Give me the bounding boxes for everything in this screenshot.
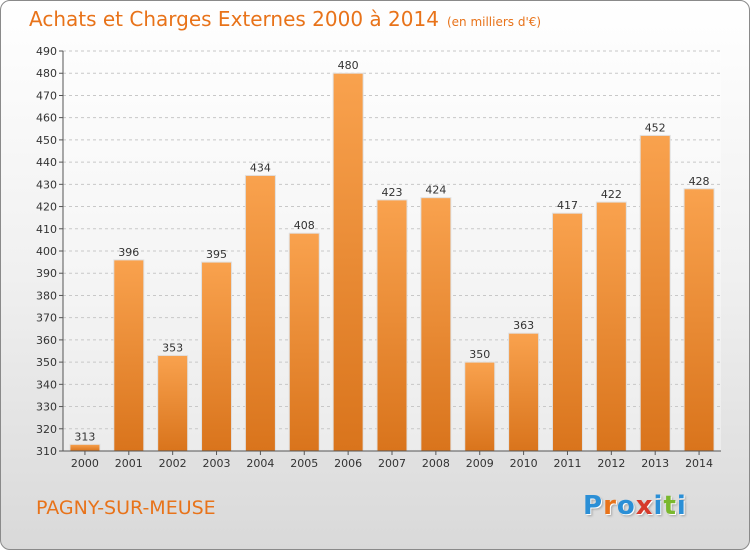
logo-letter: i	[653, 491, 664, 521]
logo-letter: P	[583, 491, 604, 521]
y-tick-label: 480	[36, 67, 57, 80]
data-label: 363	[513, 319, 534, 332]
x-tick-label: 2000	[71, 457, 99, 470]
y-tick-label: 330	[36, 401, 57, 414]
y-tick-label: 440	[36, 156, 57, 169]
x-tick-label: 2010	[510, 457, 538, 470]
x-tick-label: 2014	[685, 457, 713, 470]
place-name: PAGNY-SUR-MEUSE	[36, 497, 216, 519]
y-tick-label: 390	[36, 267, 57, 280]
y-tick-label: 400	[36, 245, 57, 258]
x-tick-label: 2007	[378, 457, 406, 470]
y-tick-label: 380	[36, 289, 57, 302]
y-tick-label: 460	[36, 112, 57, 125]
x-tick-label: 2011	[553, 457, 581, 470]
bar	[420, 197, 452, 452]
bar	[201, 261, 233, 452]
y-tick-label: 340	[36, 378, 57, 391]
y-tick-label: 360	[36, 334, 57, 347]
chart-title-text: Achats et Charges Externes 2000 à 2014	[29, 7, 439, 31]
data-label: 396	[118, 246, 139, 259]
data-label: 417	[557, 199, 578, 212]
proxiti-logo: Proxiti	[583, 491, 687, 521]
data-label: 422	[601, 188, 622, 201]
axes: 310 320 330 340 350 360 370 380 390 400 410 420 430 4…	[36, 45, 721, 470]
x-tick-label: 2008	[422, 457, 450, 470]
y-tick-label: 370	[36, 312, 57, 325]
x-tick-label: 2005	[290, 457, 318, 470]
x-tick-label: 2013	[641, 457, 669, 470]
bar	[113, 259, 145, 452]
x-tick-label: 2009	[466, 457, 494, 470]
chart-unit: (en milliers d'€)	[446, 15, 542, 29]
chart-title: Achats et Charges Externes 2000 à 2014 (e…	[29, 7, 541, 31]
x-tick-label: 2004	[246, 457, 274, 470]
data-label: 408	[294, 219, 315, 232]
logo-letter: t	[663, 491, 677, 521]
data-label: 350	[469, 348, 490, 361]
logo-letter: x	[635, 491, 654, 521]
bar	[464, 361, 496, 452]
y-tick-label: 450	[36, 134, 57, 147]
bar	[376, 199, 408, 452]
bar	[683, 188, 715, 452]
data-label: 423	[382, 186, 403, 199]
bar	[551, 212, 583, 452]
bar	[595, 201, 627, 452]
bar	[332, 72, 364, 452]
bars: 313 396 353 395 434 408 480 423 424 350 363 417 422 4…	[69, 59, 715, 452]
y-tick-label: 470	[36, 89, 57, 102]
logo-letter: r	[603, 491, 617, 521]
data-label: 452	[645, 121, 666, 134]
data-label: 395	[206, 248, 227, 261]
x-tick-label: 2012	[597, 457, 625, 470]
data-label: 424	[425, 184, 446, 197]
y-tick-label: 410	[36, 223, 57, 236]
data-label: 353	[162, 341, 183, 354]
y-tick-label: 310	[36, 445, 57, 458]
data-label: 428	[689, 175, 710, 188]
bar	[244, 174, 276, 452]
y-tick-label: 320	[36, 423, 57, 436]
data-label: 313	[74, 430, 95, 443]
x-tick-label: 2003	[203, 457, 231, 470]
bar	[508, 332, 540, 452]
y-tick-label: 350	[36, 356, 57, 369]
x-tick-label: 2001	[115, 457, 143, 470]
bar	[157, 354, 189, 452]
logo-letter: o	[616, 491, 636, 521]
bar	[639, 134, 671, 452]
x-tick-label: 2006	[334, 457, 362, 470]
data-label: 480	[338, 59, 359, 72]
bar	[288, 232, 320, 452]
y-tick-label: 430	[36, 178, 57, 191]
y-tick-label: 490	[36, 45, 57, 58]
bar	[69, 443, 101, 452]
logo-letter: i	[676, 491, 687, 521]
x-tick-label: 2002	[159, 457, 187, 470]
data-label: 434	[250, 161, 271, 174]
y-tick-label: 420	[36, 201, 57, 214]
